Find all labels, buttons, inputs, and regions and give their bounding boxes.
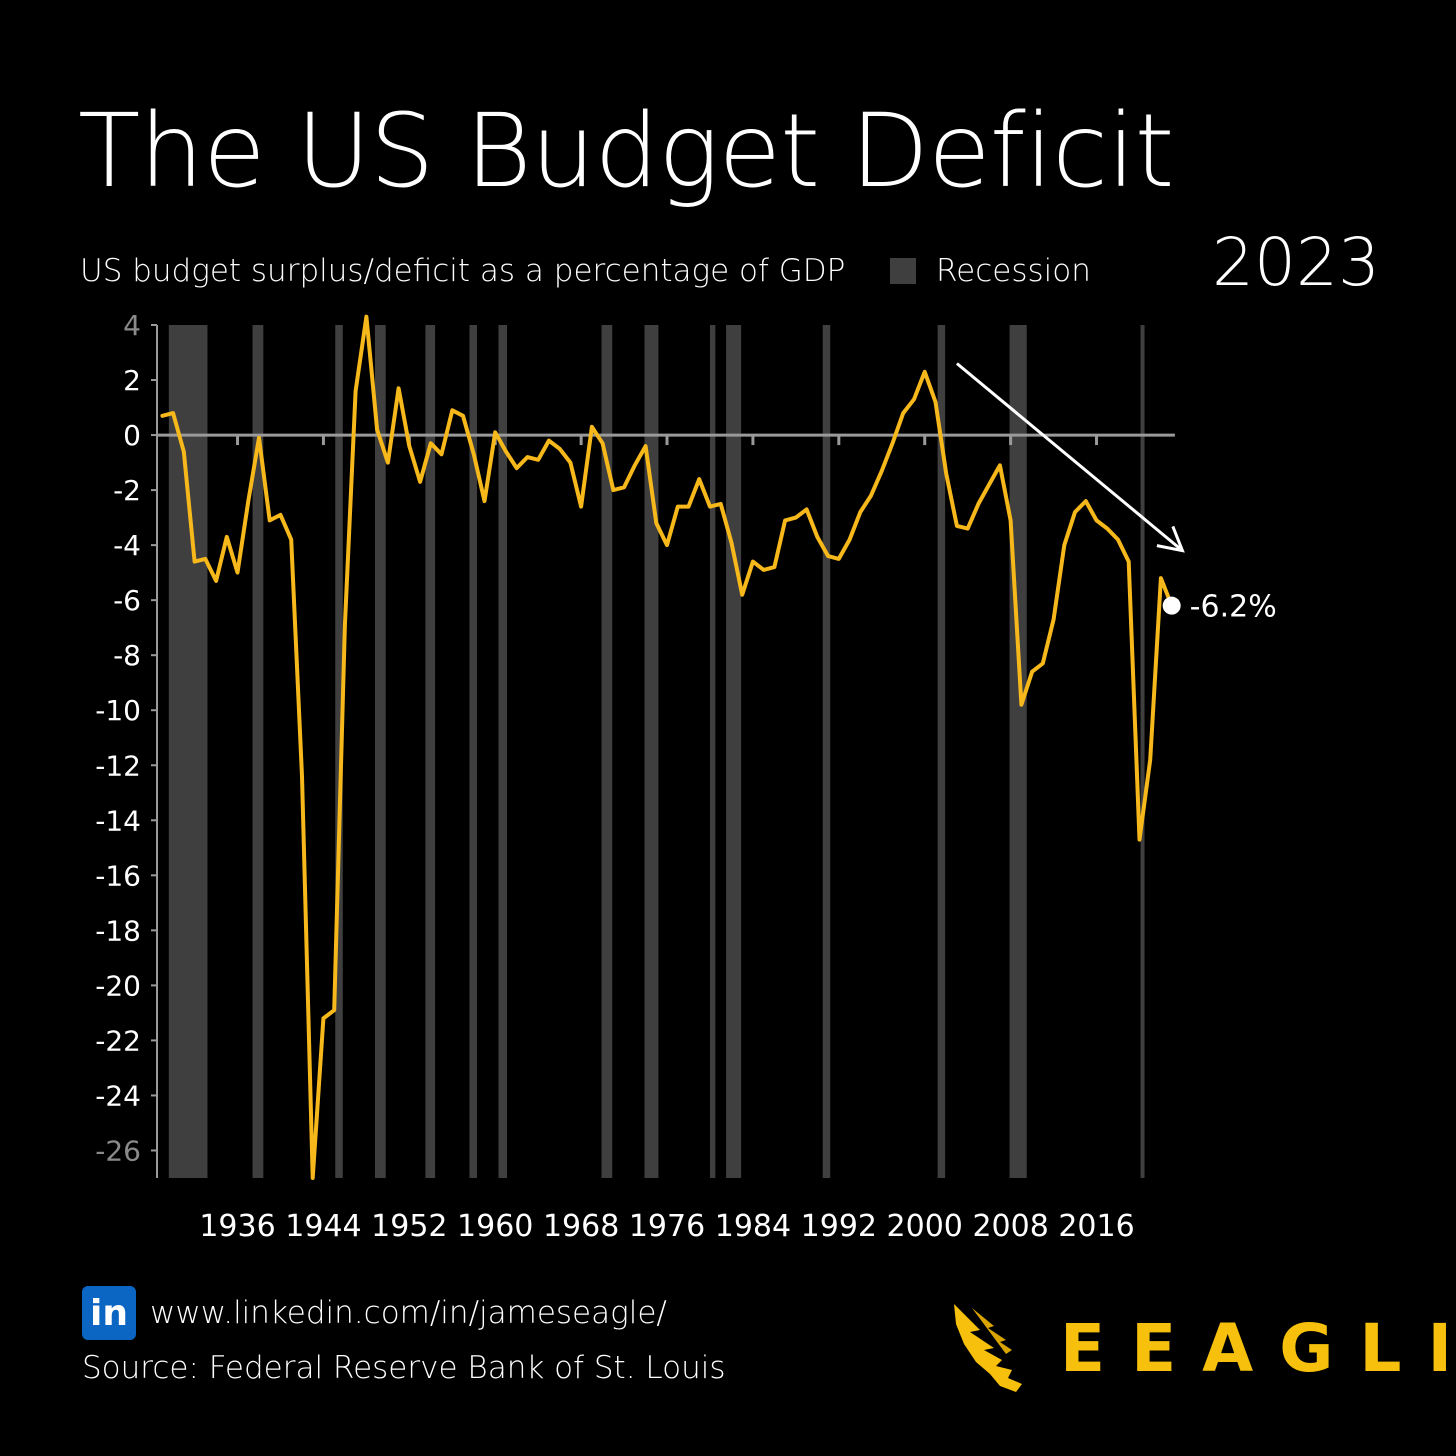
x-tick-label: 1992	[801, 1209, 877, 1244]
y-tick-label: -26	[95, 1134, 141, 1167]
recession-band-9	[709, 325, 716, 1178]
y-tick-label: 0	[123, 419, 141, 452]
x-tick-label: 2000	[887, 1209, 963, 1244]
deficit-series-line	[160, 314, 1174, 1180]
end-value-label: -6.2%	[1190, 590, 1277, 625]
y-tick-label: 2	[123, 364, 141, 397]
brand-name: EEAGLI	[1060, 1309, 1456, 1387]
end-point-marker	[1162, 596, 1181, 615]
y-tick-label: -4	[113, 529, 141, 562]
y-tick-label: -14	[95, 804, 141, 837]
page-title: The US Budget Deficit	[78, 92, 1174, 211]
x-tick-label: 1984	[715, 1209, 791, 1244]
linkedin-icon: in	[82, 1286, 136, 1340]
recession-band-2	[335, 325, 343, 1178]
y-tick-label: -8	[113, 639, 141, 672]
legend-recession-swatch	[890, 258, 916, 284]
x-tick-label: 1936	[199, 1209, 275, 1244]
recession-band-12	[937, 325, 946, 1178]
y-tick-label: -20	[95, 969, 141, 1002]
y-tick-label: -10	[95, 694, 141, 727]
recession-band-0	[168, 325, 208, 1178]
trend-arrow-head	[1156, 525, 1185, 553]
brand-logo: EEAGLI	[950, 1300, 1456, 1396]
y-tick-label: -6	[113, 584, 141, 617]
linkedin-url[interactable]: www.linkedin.com/in/jameseagle/	[150, 1295, 667, 1331]
x-tick-label: 1968	[543, 1209, 619, 1244]
chart-subtitle: US budget surplus/deficit as a percentag…	[80, 253, 846, 289]
x-tick-label: 1976	[629, 1209, 705, 1244]
y-tick-label: -24	[95, 1079, 141, 1112]
y-tick-label: 4	[123, 309, 141, 342]
y-tick-label: -18	[95, 914, 141, 947]
recession-band-13	[1009, 325, 1027, 1178]
legend: Recession	[890, 253, 1091, 289]
y-tick-label: -2	[113, 474, 141, 507]
x-tick-label: 2008	[972, 1209, 1048, 1244]
x-tick-label: 1952	[371, 1209, 447, 1244]
recession-band-7	[601, 325, 613, 1178]
year-label: 2023	[1212, 224, 1380, 301]
recession-band-11	[822, 325, 831, 1178]
recession-band-8	[644, 325, 659, 1178]
y-tick-label: -16	[95, 859, 141, 892]
x-tick-label: 2016	[1058, 1209, 1134, 1244]
recession-band-6	[498, 325, 508, 1178]
recession-band-5	[469, 325, 477, 1178]
recession-band-4	[425, 325, 436, 1178]
linkedin-link[interactable]: in www.linkedin.com/in/jameseagle/	[82, 1286, 667, 1340]
recession-band-3	[374, 325, 386, 1178]
recession-band-14	[1140, 325, 1145, 1178]
x-tick-label: 1960	[457, 1209, 533, 1244]
x-tick-label: 1944	[285, 1209, 361, 1244]
y-tick-label: -12	[95, 749, 141, 782]
legend-recession-label: Recession	[936, 253, 1091, 289]
source-note: Source: Federal Reserve Bank of St. Loui…	[82, 1350, 726, 1386]
recession-band-10	[726, 325, 742, 1178]
trend-arrow-shaft	[955, 362, 1184, 552]
eagle-icon	[954, 1304, 1022, 1392]
recession-band-1	[252, 325, 264, 1178]
y-tick-label: -22	[95, 1024, 141, 1057]
